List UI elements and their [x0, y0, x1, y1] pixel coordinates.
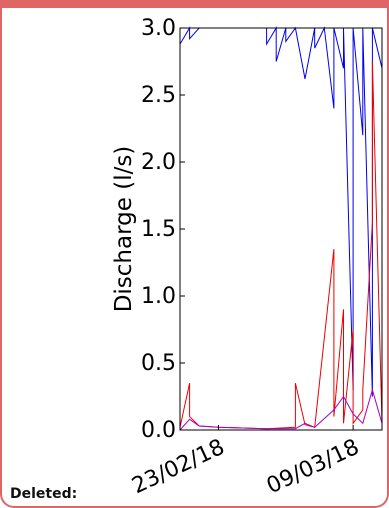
y-tick-label-4: 2.0 [141, 150, 176, 175]
series-line-2 [179, 387, 383, 431]
series-line-1 [179, 61, 383, 430]
plot-frame [179, 27, 383, 431]
y-axis-label: Discharge (l/s) [111, 146, 137, 313]
y-tick-label-3: 1.5 [141, 217, 176, 242]
y-tick-label-6: 3.0 [141, 16, 176, 41]
y-tick-label-0: 0.0 [141, 418, 176, 443]
y-tick-label-2: 1.0 [141, 284, 176, 309]
x-tick-label-1: 09/03/18 [263, 435, 363, 499]
y-tick-label-5: 2.5 [141, 83, 176, 108]
x-tick-label-0: 23/02/18 [128, 435, 228, 499]
deleted-label: Deleted: [10, 486, 78, 502]
y-tick-label-1: 0.5 [141, 351, 176, 376]
